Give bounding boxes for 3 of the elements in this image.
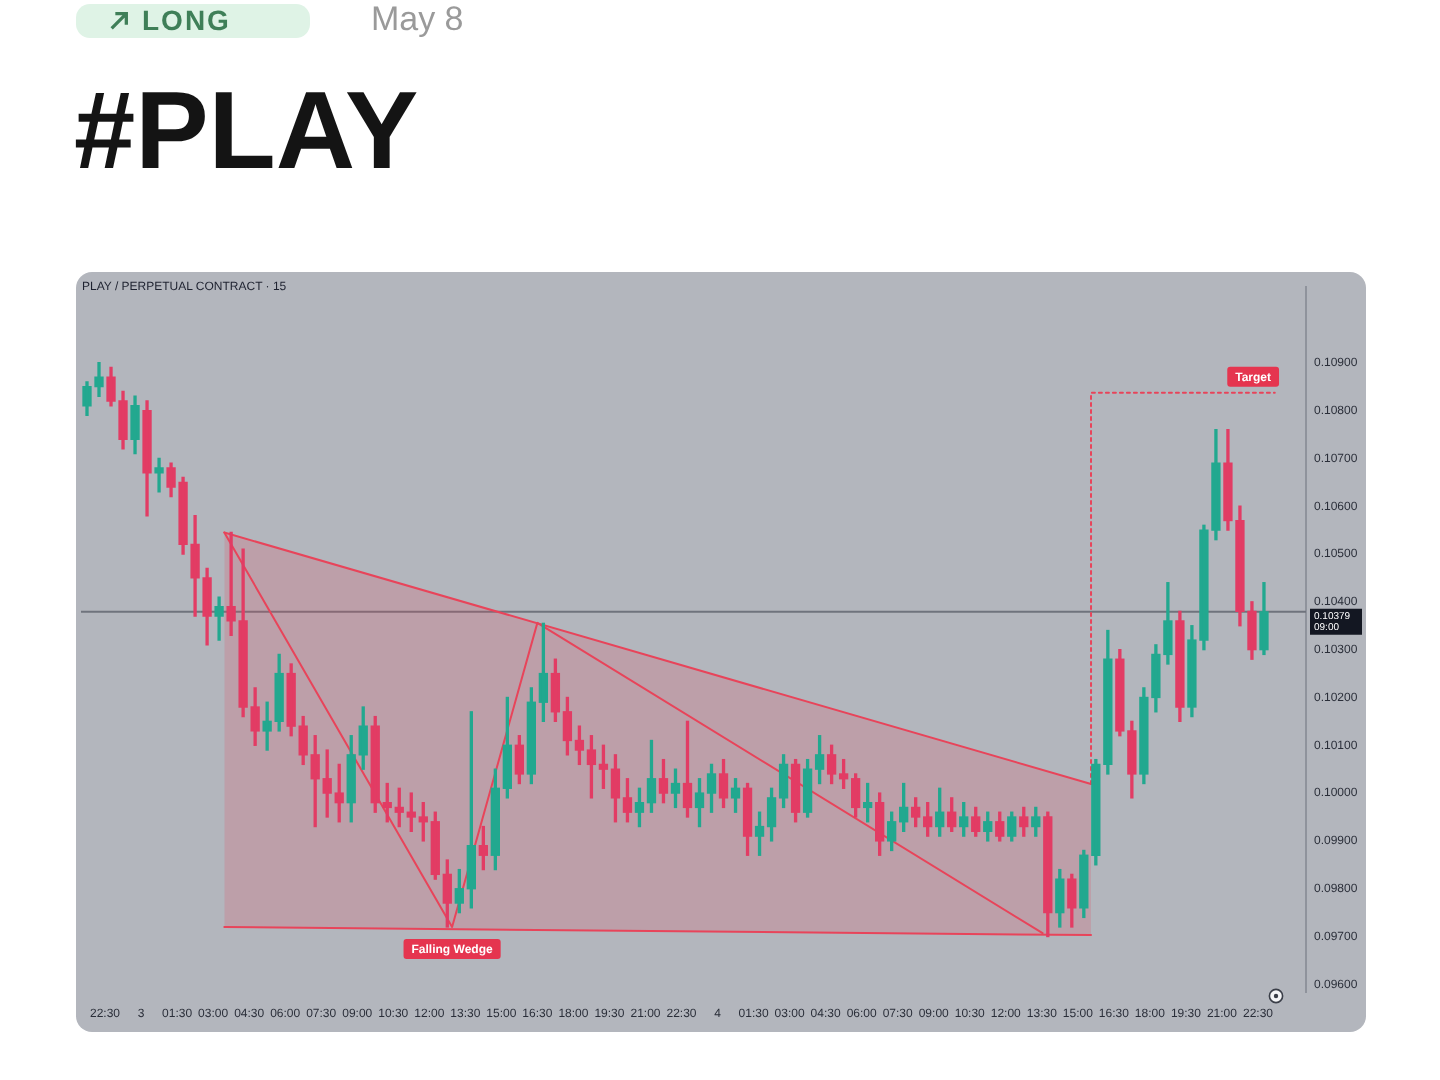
text: May 8	[370, 0, 464, 38]
chart-title: #PLAY	[74, 68, 419, 192]
text: LONG	[142, 3, 231, 35]
